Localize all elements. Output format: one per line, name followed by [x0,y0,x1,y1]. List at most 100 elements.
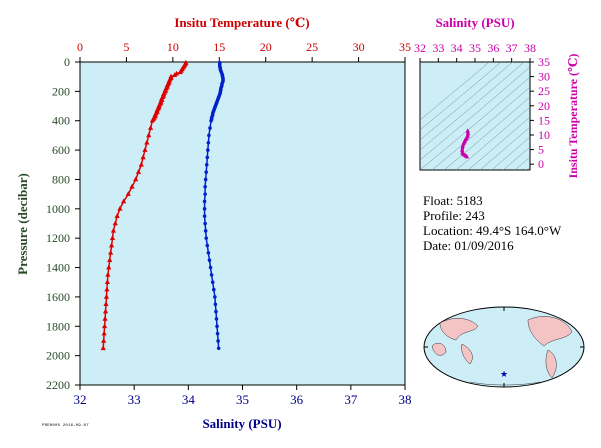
ts-temperature-title: Insitu Temperature (℃) [566,54,580,179]
temperature-point [117,205,123,211]
temperature-point [101,330,107,336]
ts-sal-tick-label: 37 [506,41,518,55]
temperature-point [103,293,110,299]
temperature-point [102,308,109,314]
temperature-point [104,286,110,292]
temperature-series [100,59,189,351]
density-contour-line [420,62,490,121]
temp-tick-label: 25 [306,40,318,54]
density-contour-line [431,86,530,170]
sal-tick-label: 38 [399,392,412,407]
salinity-axis: 32 33 34 35 36 37 38 [74,385,412,407]
salinity-point [205,243,210,248]
salinity-point [203,192,207,196]
temperature-point [110,227,117,233]
salinity-series [202,60,225,351]
temperature-point [147,125,154,130]
temperature-point [106,264,112,270]
salinity-point [202,207,207,211]
pressure-tick-label: 800 [52,172,70,186]
temperature-point [138,161,144,167]
salinity-point [204,170,209,174]
ts-temp-tick-label: 25 [538,84,550,98]
ts-point [461,141,466,146]
pressure-tick-label: 0 [64,55,70,69]
main-plot-area [79,61,406,386]
map-land-australia [461,343,473,365]
map-land-africa [431,342,447,356]
salinity-point [204,162,209,167]
float-location: Location: 49.4°S 164.0°W [423,223,562,238]
temperature-point [125,191,131,196]
temp-tick-label: 15 [213,40,225,54]
temperature-point [129,183,135,189]
salinity-point [213,302,218,307]
pressure-tick-label: 1000 [46,202,70,216]
salinity-point [204,236,209,240]
salinity-point [203,221,207,226]
map-land-south-america [545,349,557,379]
density-contour-line [420,62,525,151]
ts-sal-tick-label: 33 [432,41,444,55]
profile-date: Date: 01/09/2016 [423,238,514,253]
profile-number: Profile: 243 [423,208,485,223]
ts-temp-tick-label: 15 [538,113,550,127]
density-contour-line [467,116,530,170]
pressure-tick-label: 1400 [46,261,70,275]
sal-tick-label: 36 [290,392,304,407]
density-contour-line [443,96,530,170]
ts-point [464,154,470,159]
salinity-point [203,229,208,233]
salinity-point [207,258,212,263]
temperature-point [112,220,118,226]
pressure-tick-label: 1600 [46,290,70,304]
temperature-axis-title: Insitu Temperature (℃) [174,15,309,30]
pressure-tick-label: 400 [52,114,70,128]
temperature-point [105,271,111,277]
ts-temp-tick-label: 20 [538,99,550,113]
pressure-axis: 0 200 400 600 800 1000 1200 1400 1600 1800 2000 220… [46,55,80,392]
temperature-point [140,154,146,160]
pressure-axis-title: Pressure (decibar) [15,173,30,275]
salinity-axis-title: Salinity (PSU) [202,416,281,431]
temperature-point [107,257,113,263]
salinity-point [211,287,216,292]
float-id: Float: 5183 [423,193,483,208]
density-contour-line [479,126,530,170]
ts-temp-tick-label: 5 [538,143,544,157]
temp-tick-label: 10 [167,40,179,54]
sal-tick-label: 33 [128,392,141,407]
salinity-point [208,265,213,270]
salinity-point [214,309,218,314]
ts-point [459,147,465,152]
sal-tick-label: 35 [236,392,249,407]
ts-sal-tick-label: 32 [414,41,426,55]
float-location-star-icon: ★ [500,369,508,379]
pressure-tick-label: 2000 [46,349,70,363]
density-contours [420,62,530,170]
ts-sal-tick-label: 38 [524,41,536,55]
temperature-point [149,117,156,123]
temperature-point [177,69,183,75]
ts-salinity-axis: 32 33 34 35 36 37 38 [414,41,536,62]
temperature-axis: 0 5 10 15 20 25 30 35 [77,40,411,62]
temperature-point [100,345,106,351]
temperature-point [142,147,148,152]
pressure-tick-label: 2200 [46,378,70,392]
temperature-point [109,235,116,240]
salinity-point [206,140,211,145]
salinity-point [202,214,207,218]
figure-stamp: PRE0005 2016-09-07 [42,424,89,428]
temp-tick-label: 30 [353,40,365,54]
salinity-point [205,155,210,160]
sal-tick-label: 34 [182,392,196,407]
ts-temp-tick-label: 10 [538,128,550,142]
salinity-point [203,184,207,189]
float-info: Float: 5183 Profile: 243 Location: 49.4°… [423,193,561,253]
temperature-point [103,301,109,307]
temperature-point [108,249,114,255]
pressure-tick-label: 1800 [46,319,70,333]
map-land-asia [439,318,479,341]
salinity-point [215,324,219,329]
